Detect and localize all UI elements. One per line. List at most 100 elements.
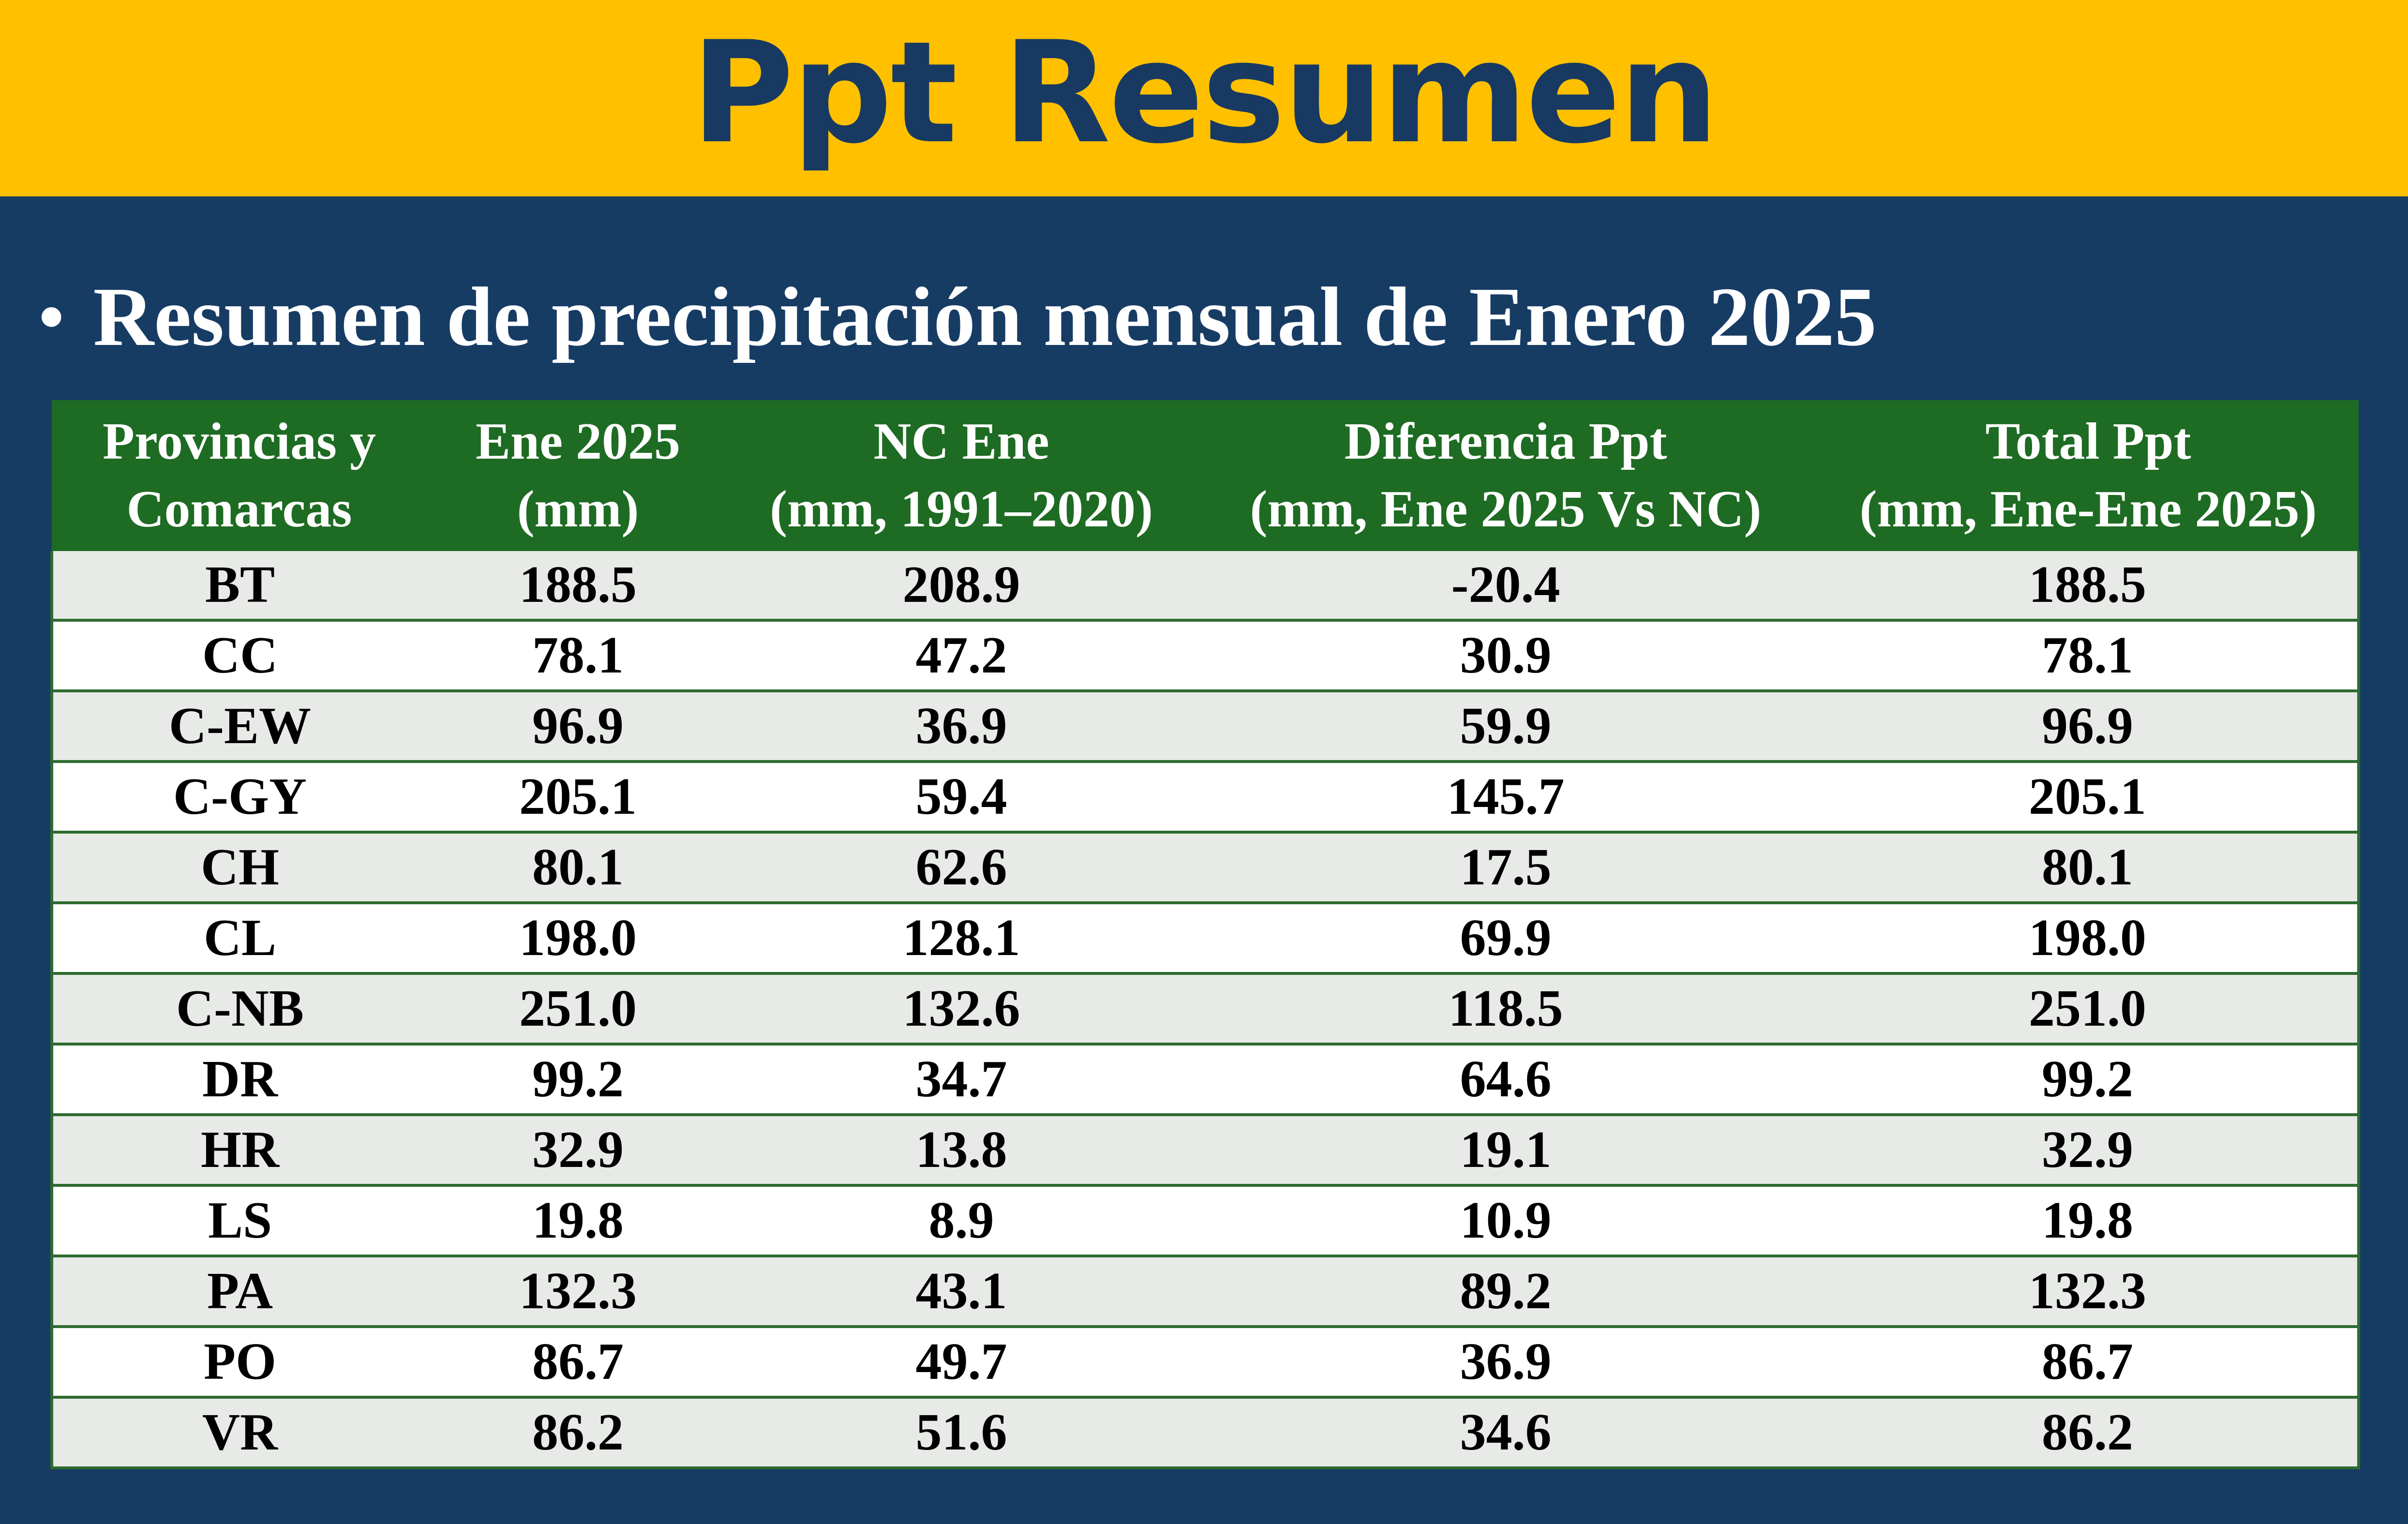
cell-total: 188.5 [1818, 551, 2360, 620]
cell-total: 96.9 [1818, 689, 2360, 762]
cell-diferencia: 64.6 [1194, 1043, 1818, 1115]
cell-region: BT [50, 551, 427, 620]
header-line: Diferencia Ppt [1344, 413, 1667, 470]
cell-total: 198.0 [1818, 901, 2360, 973]
cell-total: 132.3 [1818, 1255, 2360, 1327]
subtitle: • Resumen de precipitación mensual de En… [39, 264, 1877, 370]
cell-nc-ene: 8.9 [729, 1184, 1194, 1256]
cell-region: DR [50, 1043, 427, 1115]
cell-region: C-GY [50, 760, 427, 832]
table-row: C-EW 96.9 36.9 59.9 96.9 [50, 689, 2360, 762]
table-row: LS 19.8 8.9 10.9 19.8 [50, 1184, 2360, 1256]
cell-total: 205.1 [1818, 760, 2360, 832]
table-row: PA 132.3 43.1 89.2 132.3 [50, 1255, 2360, 1327]
header-ene-2025: Ene 2025 (mm) [427, 400, 729, 551]
header-line: NC Ene [873, 413, 1049, 470]
cell-nc-ene: 208.9 [729, 551, 1194, 620]
header-line: Total Ppt [1985, 413, 2191, 470]
header-total: Total Ppt (mm, Ene-Ene 2025) [1818, 400, 2359, 551]
cell-diferencia: -20.4 [1194, 551, 1818, 620]
table-row: C-NB 251.0 132.6 118.5 251.0 [50, 972, 2360, 1044]
header-line: Provincias y [103, 413, 376, 470]
title-banner: Ppt Resumen [0, 0, 2408, 196]
cell-ene-2025: 86.7 [427, 1325, 729, 1397]
header-line: (mm, Ene 2025 Vs NC) [1250, 480, 1762, 538]
cell-total: 251.0 [1818, 972, 2360, 1044]
cell-nc-ene: 43.1 [729, 1255, 1194, 1327]
cell-ene-2025: 99.2 [427, 1043, 729, 1115]
cell-nc-ene: 51.6 [729, 1396, 1194, 1469]
table-row: C-GY 205.1 59.4 145.7 205.1 [50, 760, 2360, 832]
cell-ene-2025: 78.1 [427, 619, 729, 691]
cell-diferencia: 89.2 [1194, 1255, 1818, 1327]
cell-nc-ene: 34.7 [729, 1043, 1194, 1115]
header-line: (mm, 1991–2020) [770, 480, 1153, 538]
cell-total: 86.7 [1818, 1325, 2360, 1397]
bullet-icon: • [39, 277, 64, 357]
precipitation-table: Provincias y Comarcas Ene 2025 (mm) NC Ene (m… [50, 400, 2360, 1469]
cell-ene-2025: 86.2 [427, 1396, 729, 1469]
cell-nc-ene: 59.4 [729, 760, 1194, 832]
cell-region: LS [50, 1184, 427, 1256]
cell-diferencia: 30.9 [1194, 619, 1818, 691]
cell-region: CH [50, 831, 427, 903]
table-row: PO 86.7 49.7 36.9 86.7 [50, 1325, 2360, 1397]
header-line: (mm, Ene-Ene 2025) [1859, 480, 2317, 538]
cell-nc-ene: 13.8 [729, 1113, 1194, 1185]
cell-total: 78.1 [1818, 619, 2360, 691]
header-line: Ene 2025 [475, 413, 681, 470]
cell-region: VR [50, 1396, 427, 1469]
cell-nc-ene: 36.9 [729, 689, 1194, 762]
cell-diferencia: 17.5 [1194, 831, 1818, 903]
cell-diferencia: 59.9 [1194, 689, 1818, 762]
table-body: BT 188.5 208.9 -20.4 188.5 CC 78.1 47.2 30.9 78.1… [50, 551, 2360, 1469]
cell-diferencia: 145.7 [1194, 760, 1818, 832]
cell-ene-2025: 32.9 [427, 1113, 729, 1185]
table-row: DR 99.2 34.7 64.6 99.2 [50, 1043, 2360, 1115]
cell-region: CC [50, 619, 427, 691]
cell-region: PA [50, 1255, 427, 1327]
header-line: (mm) [517, 480, 639, 538]
cell-diferencia: 19.1 [1194, 1113, 1818, 1185]
cell-nc-ene: 132.6 [729, 972, 1194, 1044]
header-provincias: Provincias y Comarcas [52, 400, 427, 551]
cell-total: 99.2 [1818, 1043, 2360, 1115]
header-line: Comarcas [126, 480, 352, 538]
table-header-row: Provincias y Comarcas Ene 2025 (mm) NC Ene (m… [52, 400, 2359, 551]
cell-nc-ene: 49.7 [729, 1325, 1194, 1397]
table-row: CH 80.1 62.6 17.5 80.1 [50, 831, 2360, 903]
cell-nc-ene: 47.2 [729, 619, 1194, 691]
cell-diferencia: 69.9 [1194, 901, 1818, 973]
cell-ene-2025: 205.1 [427, 760, 729, 832]
cell-ene-2025: 80.1 [427, 831, 729, 903]
subtitle-text: Resumen de precipitación mensual de Ener… [93, 270, 1877, 363]
table-row: HR 32.9 13.8 19.1 32.9 [50, 1113, 2360, 1185]
header-nc-ene: NC Ene (mm, 1991–2020) [729, 400, 1194, 551]
cell-ene-2025: 19.8 [427, 1184, 729, 1256]
table-row: BT 188.5 208.9 -20.4 188.5 [50, 551, 2360, 620]
cell-nc-ene: 128.1 [729, 901, 1194, 973]
cell-total: 86.2 [1818, 1396, 2360, 1469]
table-row: CL 198.0 128.1 69.9 198.0 [50, 901, 2360, 973]
cell-total: 32.9 [1818, 1113, 2360, 1185]
cell-region: CL [50, 901, 427, 973]
cell-nc-ene: 62.6 [729, 831, 1194, 903]
cell-ene-2025: 251.0 [427, 972, 729, 1044]
cell-total: 80.1 [1818, 831, 2360, 903]
cell-diferencia: 36.9 [1194, 1325, 1818, 1397]
cell-diferencia: 118.5 [1194, 972, 1818, 1044]
cell-total: 19.8 [1818, 1184, 2360, 1256]
table-row: VR 86.2 51.6 34.6 86.2 [50, 1396, 2360, 1469]
page-title: Ppt Resumen [691, 12, 1719, 175]
cell-diferencia: 34.6 [1194, 1396, 1818, 1469]
cell-region: HR [50, 1113, 427, 1185]
cell-ene-2025: 96.9 [427, 689, 729, 762]
cell-region: C-EW [50, 689, 427, 762]
table-row: CC 78.1 47.2 30.9 78.1 [50, 619, 2360, 691]
cell-region: C-NB [50, 972, 427, 1044]
cell-diferencia: 10.9 [1194, 1184, 1818, 1256]
header-diferencia: Diferencia Ppt (mm, Ene 2025 Vs NC) [1194, 400, 1818, 551]
cell-region: PO [50, 1325, 427, 1397]
cell-ene-2025: 198.0 [427, 901, 729, 973]
cell-ene-2025: 188.5 [427, 551, 729, 620]
